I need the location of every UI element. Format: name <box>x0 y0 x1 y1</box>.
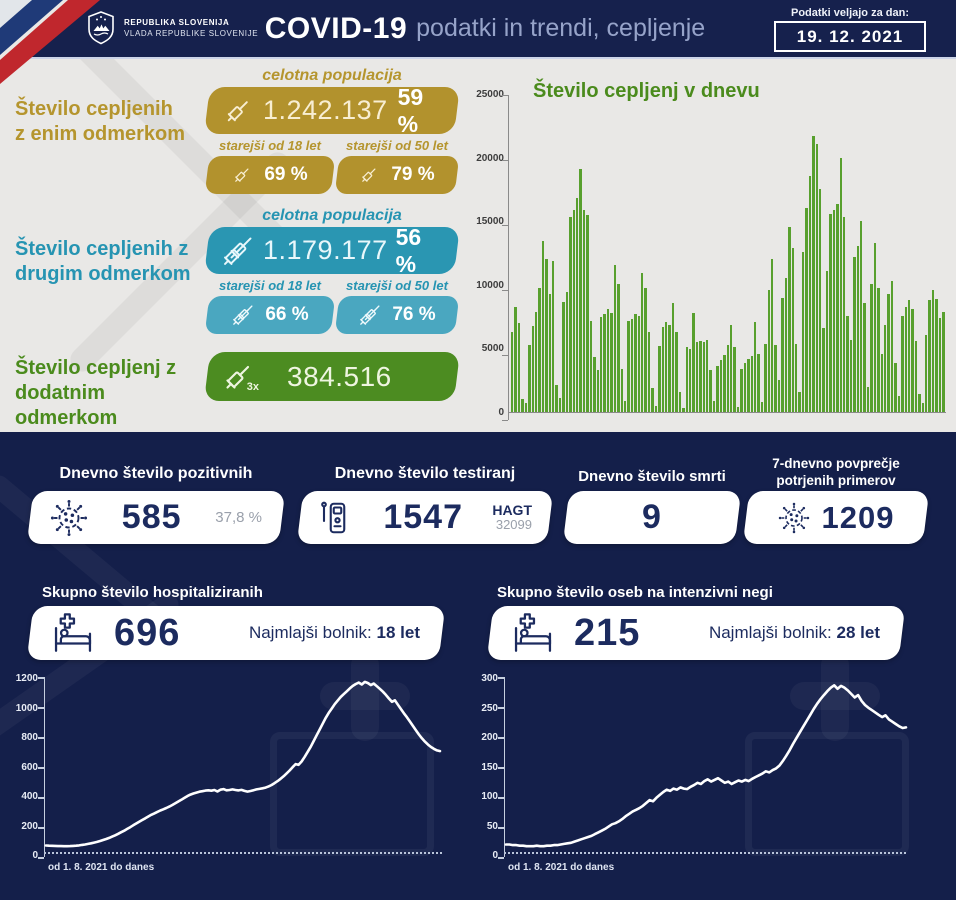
booster-pill: 3x 384.516 <box>203 352 461 401</box>
avg7-card: 1209 <box>742 491 930 544</box>
tests-title: Dnevno število testiranj <box>334 465 516 482</box>
icu-chart-y-axis <box>498 677 505 859</box>
slovenia-coat-of-arms-icon <box>86 10 116 46</box>
dose2-over50-percent: 76 % <box>392 304 436 325</box>
dose1-over18-label: starejši od 18 let <box>219 138 321 153</box>
hospital-youngest: Najmlajši bolnik: 18 let <box>248 623 420 642</box>
syringe-icon <box>223 96 253 126</box>
syringe-3x-icon: 3x <box>221 360 259 394</box>
hospital-chart-y-labels: 1200 1000 800 600 400 200 0 <box>15 673 38 861</box>
daily-vaccinations-bar-chart <box>511 95 945 412</box>
dose2-percent: 56 % <box>395 223 422 277</box>
hospital-bed-icon <box>512 612 554 654</box>
report-date: 19. 12. 2021 <box>774 21 926 52</box>
positive-title: Dnevno število pozitivnih <box>59 465 253 482</box>
dose1-over50-label: starejši od 50 let <box>346 138 448 153</box>
hospital-bed-icon <box>52 612 94 654</box>
government-name: REPUBLIKA SLOVENIJA VLADA REPUBLIKE SLOV… <box>124 17 258 39</box>
header: REPUBLIKA SLOVENIJA VLADA REPUBLIKE SLOV… <box>0 0 956 59</box>
positive-value: 585 <box>121 498 182 536</box>
tests-card: 1547 HAGT 32099 <box>296 491 554 544</box>
deaths-title: Dnevno število smrti <box>578 468 726 485</box>
double-syringe-icon <box>358 303 382 327</box>
title-covid: COVID-19 <box>264 11 408 45</box>
avg7-title: 7-dnevno povprečje potrjenih primerov <box>772 456 900 488</box>
date-label: Podatki veljajo za dan: <box>791 7 909 19</box>
dose1-over50-percent: 79 % <box>391 164 435 185</box>
positive-card: 585 37,8 % <box>26 491 286 544</box>
gov-line2: VLADA REPUBLIKE SLOVENIJE <box>124 29 259 38</box>
dose1-percent: 59 % <box>397 83 424 137</box>
dose2-over50-pill: 76 % <box>334 296 460 334</box>
icu-title: Skupno število oseb na intenzivni negi <box>497 584 773 601</box>
icu-chart-caption: od 1. 8. 2021 do danes <box>508 862 615 873</box>
dose1-main-pill: 1.242.137 59 % <box>204 84 460 137</box>
dose2-over18-pill: 66 % <box>204 296 336 334</box>
page-title: COVID-19 podatki in trendi, cepljenje <box>230 0 740 57</box>
syringe-icon <box>359 165 379 185</box>
bar-chart-x-axis <box>508 412 946 413</box>
icu-line-chart <box>504 684 908 848</box>
hospital-value: 696 <box>114 611 181 654</box>
icu-chart-y-labels: 300 250 200 150 100 50 0 <box>481 673 498 861</box>
dose2-population-label: celotna populacija <box>262 207 402 224</box>
icu-card: 215 Najmlajši bolnik: 28 let <box>486 606 906 660</box>
dose2-count: 1.179.177 <box>263 235 388 265</box>
icu-chart-x-axis <box>504 852 906 854</box>
dose2-over18-percent: 66 % <box>265 304 309 325</box>
positive-share: 37,8 % <box>215 509 262 526</box>
hospital-chart-x-axis <box>44 852 442 854</box>
title-subtitle: podatki in trendi, cepljenje <box>416 14 706 42</box>
booster-title: Število cepljenj z dodatnim odmerkom <box>15 357 177 429</box>
dose2-over18-label: starejši od 18 let <box>219 278 321 293</box>
hagt-label: HAGT <box>492 502 532 519</box>
gov-line1: REPUBLIKA SLOVENIJA <box>124 18 230 27</box>
avg7-value: 1209 <box>821 499 895 535</box>
deaths-card: 9 <box>562 491 742 544</box>
syringe-icon <box>232 165 252 185</box>
tests-value: 1547 <box>383 498 463 536</box>
virus-icon <box>778 502 810 534</box>
dose2-title: Število cepljenih z drugim odmerkom <box>15 238 191 285</box>
virus-icon <box>50 499 88 537</box>
bar-chart-title: Število cepljenj v dnevu <box>533 80 760 102</box>
hagt-value: 32099 <box>495 517 532 533</box>
hospital-card: 696 Najmlajši bolnik: 18 let <box>26 606 446 660</box>
booster-count: 384.516 <box>287 360 392 392</box>
bar-chart-y-axis <box>502 95 509 421</box>
dose2-over50-label: starejši od 50 let <box>346 278 448 293</box>
deaths-value: 9 <box>642 498 662 536</box>
dose1-title: Število cepljenih z enim odmerkom <box>15 98 186 145</box>
double-syringe-icon <box>221 234 255 268</box>
hospital-chart-y-axis <box>38 677 45 859</box>
dose1-population-label: celotna populacija <box>262 67 402 84</box>
icu-value: 215 <box>574 611 641 654</box>
dose1-over50-pill: 79 % <box>334 156 460 194</box>
hospitalized-line-chart <box>44 680 442 848</box>
hospital-title: Skupno število hospitaliziranih <box>42 584 263 601</box>
dose1-over18-pill: 69 % <box>204 156 336 194</box>
icu-youngest: Najmlajši bolnik: 28 let <box>708 623 880 642</box>
dose2-main-pill: 1.179.177 56 % <box>204 224 460 277</box>
dose1-over18-percent: 69 % <box>264 164 308 185</box>
double-syringe-icon <box>231 303 255 327</box>
bar-chart-y-labels: 25000 20000 15000 10000 5000 0 <box>476 89 504 418</box>
hospital-chart-caption: od 1. 8. 2021 do danes <box>48 862 155 873</box>
antigen-test-icon <box>318 500 354 536</box>
dose1-count: 1.242.137 <box>263 95 388 125</box>
